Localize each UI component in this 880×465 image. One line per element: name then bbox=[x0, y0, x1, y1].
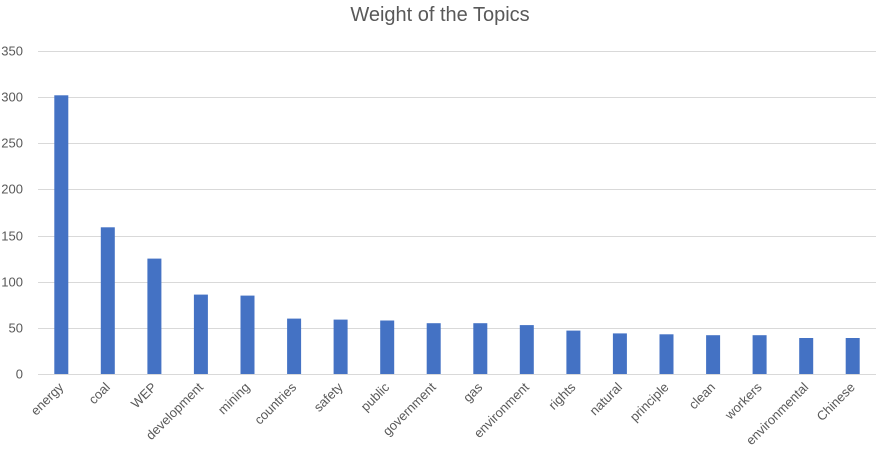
x-tick-label: countries bbox=[251, 379, 299, 427]
x-tick-label: safety bbox=[311, 379, 346, 414]
x-tick-label: public bbox=[358, 379, 393, 414]
bar-environment bbox=[519, 325, 534, 374]
bar-gas bbox=[473, 323, 488, 374]
x-tick-label: natural bbox=[586, 379, 625, 418]
bar-public bbox=[380, 320, 395, 374]
x-tick-label: coal bbox=[85, 379, 113, 407]
y-tick-label: 150 bbox=[1, 229, 23, 244]
bar-rights bbox=[566, 330, 581, 374]
bar-mining bbox=[240, 295, 255, 374]
bar-principle bbox=[659, 334, 674, 374]
x-tick-label: WEP bbox=[128, 380, 160, 412]
bar-government bbox=[426, 323, 441, 374]
y-tick-label: 200 bbox=[1, 182, 23, 197]
bar-energy bbox=[54, 95, 69, 375]
y-tick-label: 0 bbox=[16, 367, 23, 382]
y-tick-label: 350 bbox=[1, 44, 23, 59]
bars bbox=[54, 95, 860, 375]
y-tick-label: 300 bbox=[1, 90, 23, 105]
bar-countries bbox=[287, 318, 302, 374]
x-tick-label: gas bbox=[460, 379, 486, 405]
bar-chinese bbox=[845, 338, 860, 374]
chart-title: Weight of the Topics bbox=[350, 4, 530, 26]
bar-clean bbox=[706, 335, 721, 374]
x-tick-label: clean bbox=[686, 380, 719, 413]
bar-safety bbox=[333, 319, 348, 374]
bar-natural bbox=[612, 333, 627, 374]
x-tick-label: mining bbox=[215, 380, 253, 418]
gridlines bbox=[38, 51, 876, 375]
x-tick-label: workers bbox=[721, 379, 765, 423]
y-axis-tick-labels: 0 50 100 150 200 250 300 350 bbox=[1, 44, 23, 382]
x-tick-label: rights bbox=[545, 379, 578, 412]
y-tick-label: 250 bbox=[1, 136, 23, 151]
bar-wep bbox=[147, 258, 162, 374]
bar-development bbox=[193, 294, 208, 374]
bar-workers bbox=[752, 335, 767, 374]
x-tick-label: energy bbox=[28, 379, 67, 418]
y-tick-label: 100 bbox=[1, 275, 23, 290]
x-tick-label: principle bbox=[627, 380, 672, 425]
bar-coal bbox=[100, 227, 115, 374]
x-tick-label: Chinese bbox=[814, 380, 858, 424]
y-tick-label: 50 bbox=[9, 321, 23, 336]
bar-environmental bbox=[799, 338, 814, 374]
